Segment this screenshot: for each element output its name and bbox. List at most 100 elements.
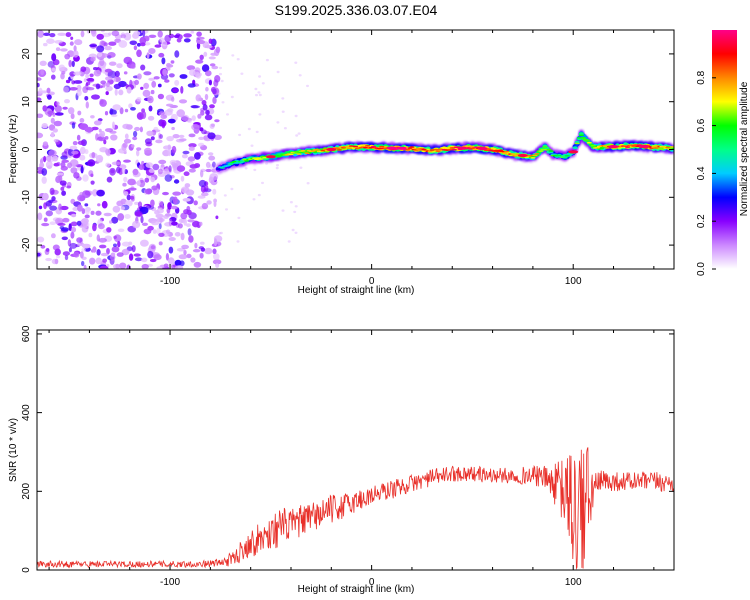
noise-blob <box>180 186 190 193</box>
ridge-mark <box>590 144 597 147</box>
ridge-peak <box>638 144 649 148</box>
noise-blob <box>137 201 143 209</box>
noise-blob <box>165 229 171 234</box>
ridge-peak <box>608 145 619 149</box>
noise-blob <box>168 73 175 78</box>
noise-blob <box>45 257 52 262</box>
noise-blob <box>209 63 216 67</box>
noise-speck <box>236 240 240 243</box>
noise-blob <box>113 83 121 90</box>
noise-blob <box>71 122 76 129</box>
noise-blob <box>208 38 213 44</box>
spectrogram-y-tick-label: 10 <box>21 96 32 108</box>
noise-blob <box>37 77 42 81</box>
ridge-mark <box>661 145 667 148</box>
ridge-peak <box>326 147 337 152</box>
noise-speck <box>219 66 222 70</box>
ridge-mark <box>336 149 342 151</box>
noise-blob <box>172 88 179 93</box>
colorbar-tick-label: 0.4 <box>696 166 707 180</box>
ridge-mark <box>562 156 568 159</box>
noise-blob <box>73 251 80 258</box>
noise-blob <box>49 221 57 225</box>
noise-blob <box>210 52 217 56</box>
ridge-mark <box>574 142 580 145</box>
noise-blob <box>156 266 163 269</box>
noise-blob <box>68 148 74 156</box>
noise-blob <box>168 165 172 173</box>
noise-speck <box>294 146 298 149</box>
noise-blob <box>81 243 91 249</box>
noise-blob <box>59 180 67 186</box>
noise-blob <box>143 71 152 76</box>
noise-blob <box>116 63 123 69</box>
noise-blob <box>70 221 78 227</box>
snr-background <box>37 330 674 570</box>
noise-blob <box>83 264 87 269</box>
noise-blob <box>111 216 119 224</box>
noise-blob <box>141 111 147 119</box>
noise-speck <box>258 113 262 116</box>
noise-blob <box>171 145 177 154</box>
noise-blob <box>165 252 169 261</box>
noise-speck <box>275 166 279 170</box>
noise-blob <box>112 121 115 130</box>
noise-speck <box>253 168 257 172</box>
noise-blob <box>151 80 157 88</box>
noise-blob <box>49 187 55 196</box>
noise-blob <box>160 114 168 120</box>
snr-y-tick-label: 200 <box>21 483 32 500</box>
noise-blob <box>55 101 60 106</box>
noise-speck <box>276 70 280 74</box>
ridge-mark <box>435 150 441 152</box>
noise-blob <box>180 212 188 220</box>
noise-blob <box>197 142 205 147</box>
ridge-mark <box>534 153 540 155</box>
noise-blob <box>48 149 57 157</box>
noise-speck <box>236 58 240 61</box>
noise-blob <box>46 38 55 44</box>
noise-blob <box>53 162 60 167</box>
noise-blob <box>95 257 102 265</box>
noise-blob <box>74 39 83 46</box>
noise-blob <box>111 161 121 166</box>
ridge-peak <box>265 155 276 159</box>
noise-blob <box>122 142 128 148</box>
noise-blob <box>178 254 188 260</box>
noise-speck <box>299 166 303 169</box>
noise-blob <box>171 126 175 131</box>
noise-blob <box>205 86 209 92</box>
noise-blob <box>72 207 79 211</box>
noise-blob <box>174 232 181 237</box>
noise-blob <box>174 50 180 58</box>
noise-blob <box>60 48 68 52</box>
noise-blob <box>104 111 109 116</box>
ridge-mark <box>564 155 570 157</box>
noise-blob <box>111 30 120 37</box>
snr-x-tick-label: 0 <box>369 577 375 588</box>
noise-blob <box>156 227 161 235</box>
noise-blob <box>92 223 97 232</box>
noise-blob <box>188 133 196 138</box>
noise-speck <box>247 127 251 131</box>
ridge-mark <box>427 150 433 153</box>
noise-blob <box>64 53 71 60</box>
noise-blob <box>208 56 216 60</box>
noise-blob <box>140 215 144 224</box>
noise-blob <box>43 42 48 47</box>
noise-blob <box>157 168 163 175</box>
noise-blob <box>133 31 141 36</box>
noise-blob <box>69 145 78 150</box>
spectrogram-y-tick-label: 20 <box>21 48 32 60</box>
noise-blob <box>204 93 209 101</box>
noise-blob <box>136 49 142 58</box>
noise-blob <box>204 247 213 255</box>
noise-blob <box>116 166 121 174</box>
noise-blob <box>130 195 135 200</box>
ridge-mark <box>288 153 294 156</box>
noise-blob <box>170 205 178 210</box>
ridge-mark <box>371 145 377 148</box>
noise-blob <box>196 39 206 45</box>
noise-blob <box>146 130 154 137</box>
